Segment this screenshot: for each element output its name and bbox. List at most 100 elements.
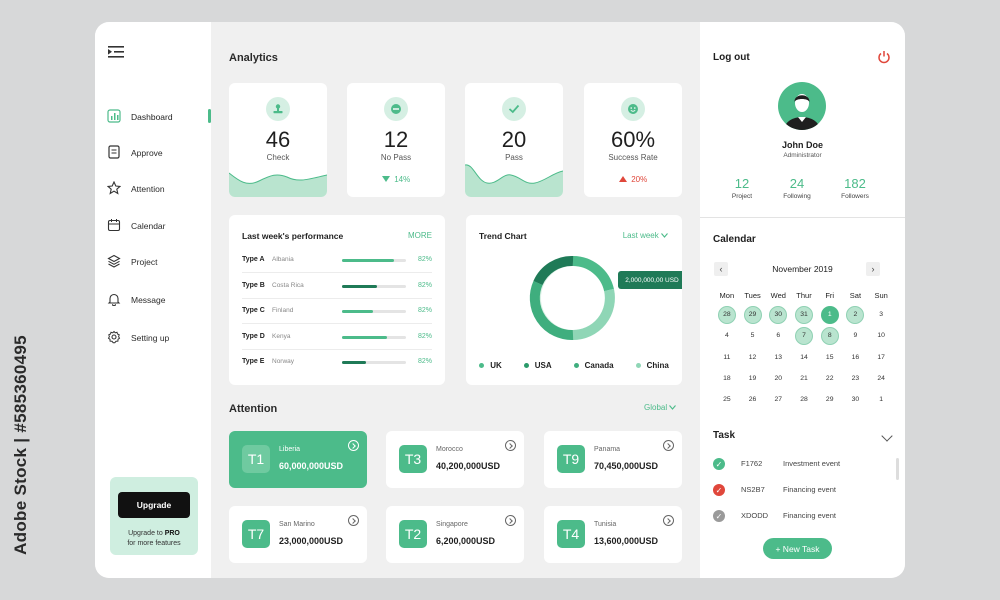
logout-link[interactable]: Log out [713, 52, 750, 63]
check-icon[interactable]: ✓ [713, 484, 725, 496]
day-number: 22 [825, 375, 834, 383]
calendar-day[interactable]: 31 [791, 304, 817, 325]
progress-fill [342, 259, 395, 262]
performance-title: Last week's performance [242, 231, 344, 241]
calendar-day[interactable]: 8 [817, 325, 843, 346]
star-icon [107, 181, 121, 195]
donut-segment-usa [572, 256, 614, 292]
calendar-day[interactable]: 3 [868, 304, 894, 325]
chevron-down-icon[interactable] [881, 430, 893, 442]
day-number: 18 [723, 375, 731, 383]
calendar-day[interactable]: 2 [843, 304, 869, 325]
avatar[interactable] [778, 82, 826, 130]
calendar-next-button[interactable]: › [866, 262, 880, 276]
more-link[interactable]: MORE [408, 231, 432, 240]
weekday-label: Wed [770, 291, 786, 300]
calendar-day[interactable]: 13 [765, 347, 791, 368]
attention-card-t2[interactable]: T2 Singapore 6,200,000USD [386, 506, 524, 563]
donut-chart [529, 256, 615, 340]
arrow-right-icon[interactable] [505, 440, 516, 451]
calendar-day[interactable]: 27 [765, 389, 791, 410]
arrow-right-icon[interactable] [663, 440, 674, 451]
stat-value: 60% [610, 127, 656, 152]
calendar-day[interactable]: 29 [817, 389, 843, 410]
stat-card-success-rate[interactable]: 60% Success Rate 20% [584, 83, 682, 197]
sidebar-item-calendar[interactable]: Calendar [95, 215, 211, 237]
sidebar-item-dashboard[interactable]: Dashboard [95, 106, 211, 128]
profile-panel: Log out John Doe Administrator 12 Project… [700, 22, 905, 578]
calendar-day[interactable]: 22 [817, 368, 843, 389]
sidebar-item-project[interactable]: Project [95, 251, 211, 273]
calendar-day[interactable]: 17 [868, 347, 894, 368]
arrow-right-icon[interactable] [348, 515, 359, 526]
calendar-day[interactable]: 24 [868, 368, 894, 389]
new-task-button[interactable]: + New Task [763, 538, 832, 559]
calendar-day[interactable]: 23 [843, 368, 869, 389]
calendar-day[interactable]: 19 [740, 368, 766, 389]
task-title: Task [713, 430, 736, 441]
stat-value: 12 [383, 127, 409, 152]
calendar-day[interactable]: 6 [765, 325, 791, 346]
arrow-right-icon[interactable] [505, 515, 516, 526]
calendar-day[interactable]: 11 [714, 347, 740, 368]
task-item[interactable]: ✓ NS2B7 Financing event [713, 483, 883, 497]
sidebar-item-attention[interactable]: Attention [95, 178, 211, 200]
calendar-day[interactable]: 4 [714, 325, 740, 346]
stat-card-pass[interactable]: 20 Pass [465, 83, 563, 197]
card-amount: 23,000,000USD [279, 536, 344, 546]
calendar-day[interactable]: 5 [740, 325, 766, 346]
weekday-label: Thur [796, 291, 812, 300]
calendar-day[interactable]: 15 [817, 347, 843, 368]
day-number: 20 [774, 375, 783, 383]
attention-card-t3[interactable]: T3 Morocco 40,200,000USD [386, 431, 524, 488]
upgrade-button[interactable]: Upgrade [118, 492, 190, 518]
donut-segment-uk [533, 256, 574, 286]
check-icon[interactable]: ✓ [713, 458, 725, 470]
calendar-day[interactable]: 14 [791, 347, 817, 368]
attention-card-t4[interactable]: T4 Tunisia 13,600,000USD [544, 506, 682, 563]
attention-card-t7[interactable]: T7 San Marino 23,000,000USD [229, 506, 367, 563]
stat-card-no-pass[interactable]: 12 No Pass 14% [347, 83, 445, 197]
calendar-day[interactable]: 10 [868, 325, 894, 346]
arrow-right-icon[interactable] [663, 515, 674, 526]
stat-card-check[interactable]: 46 Check [229, 83, 327, 197]
arrow-right-icon[interactable] [348, 440, 359, 451]
sidebar-item-setting-up[interactable]: Setting up [95, 327, 211, 349]
calendar-day[interactable]: 16 [843, 347, 869, 368]
calendar-day[interactable]: 21 [791, 368, 817, 389]
trend-filter-dropdown[interactable]: Last week [623, 231, 668, 240]
progress-fill [342, 310, 373, 313]
calendar-prev-button[interactable]: ‹ [714, 262, 728, 276]
card-country: Panama [594, 446, 621, 453]
sidebar-item-approve[interactable]: Approve [95, 142, 211, 164]
calendar-day[interactable]: 20 [765, 368, 791, 389]
sidebar-item-message[interactable]: Message [95, 289, 211, 311]
task-item[interactable]: ✓ XDODD Financing event [713, 509, 883, 523]
menu-icon[interactable] [108, 45, 124, 59]
calendar-day[interactable]: 29 [740, 304, 766, 325]
table-row: Type B Costa Rica 82% [242, 273, 432, 299]
calendar-day[interactable]: 18 [714, 368, 740, 389]
calendar-day[interactable]: 26 [740, 389, 766, 410]
attention-card-t1[interactable]: T1 Liberia 60,000,000USD [229, 431, 367, 488]
calendar-day[interactable]: 12 [740, 347, 766, 368]
document-icon [108, 145, 120, 159]
calendar-day[interactable]: 28 [714, 304, 740, 325]
task-item[interactable]: ✓ F1762 Investment event [713, 457, 883, 471]
calendar-day[interactable]: 25 [714, 389, 740, 410]
power-icon[interactable] [877, 50, 891, 64]
calendar-day[interactable]: 30 [765, 304, 791, 325]
calendar-day[interactable]: 1 [868, 389, 894, 410]
legend-label: UK [490, 361, 502, 370]
task-scrollbar[interactable] [896, 458, 899, 480]
calendar-day[interactable]: 7 [791, 325, 817, 346]
attention-card-t9[interactable]: T9 Panama 70,450,000USD [544, 431, 682, 488]
calendar-title: Calendar [713, 234, 756, 245]
calendar-day[interactable]: 9 [843, 325, 869, 346]
check-icon[interactable]: ✓ [713, 510, 725, 522]
calendar-day[interactable]: 30 [843, 389, 869, 410]
task-code: NS2B7 [741, 485, 765, 494]
attention-filter-dropdown[interactable]: Global [644, 403, 677, 412]
calendar-day[interactable]: 28 [791, 389, 817, 410]
calendar-day[interactable]: 1 [817, 304, 843, 325]
